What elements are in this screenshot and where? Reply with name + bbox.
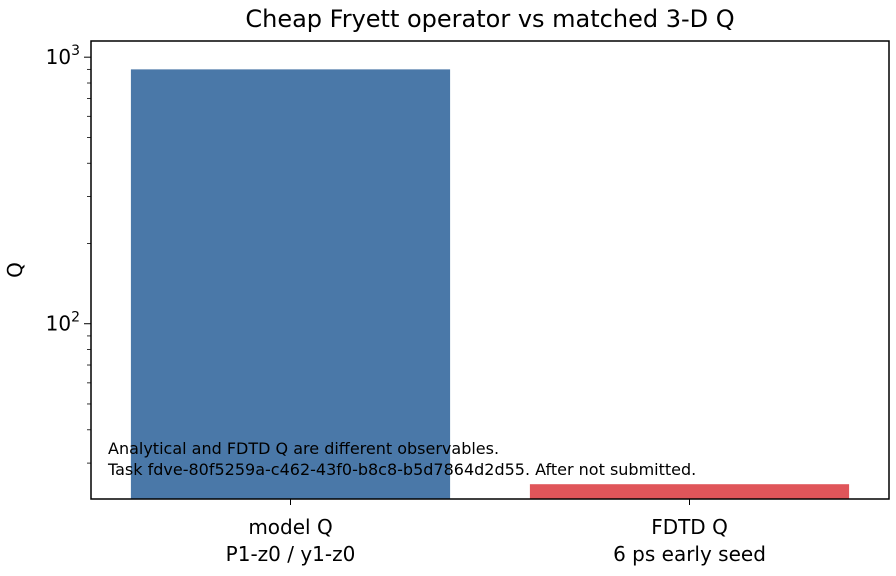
bar — [130, 69, 451, 500]
y-axis-ticks: 102 103 — [46, 43, 91, 464]
y-tick-label: 103 — [46, 43, 80, 69]
annotation-line-1: Analytical and FDTD Q are different obse… — [108, 439, 499, 458]
x-tick-label: P1-z0 / y1-z0 — [226, 542, 356, 566]
x-tick-label: model Q — [248, 515, 332, 539]
y-tick-label: 102 — [46, 310, 80, 336]
bars-group — [130, 69, 850, 500]
y-axis-label: Q — [3, 262, 27, 278]
bar — [529, 484, 850, 499]
annotation-line-2: Task fdve-80f5259a-c462-43f0-b8c8-b5d786… — [107, 460, 696, 479]
plot-frame — [90, 40, 890, 500]
chart-title: Cheap Fryett operator vs matched 3-D Q — [245, 5, 734, 33]
annotation: Analytical and FDTD Q are different obse… — [107, 439, 696, 479]
x-tick-label: 6 ps early seed — [613, 542, 766, 566]
x-axis-ticks: model Q P1-z0 / y1-z0 FDTD Q 6 ps early see… — [226, 499, 766, 566]
x-tick-label: FDTD Q — [651, 515, 728, 539]
